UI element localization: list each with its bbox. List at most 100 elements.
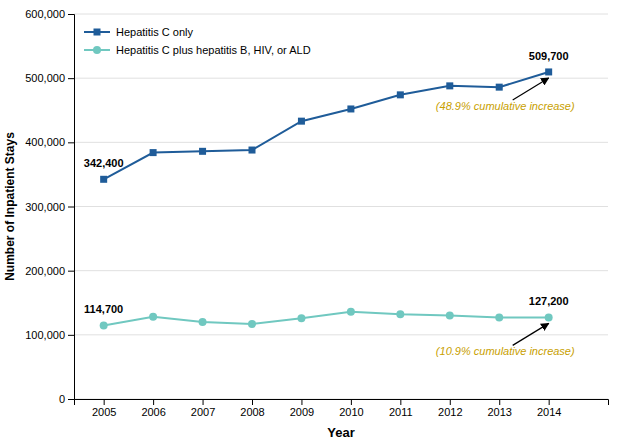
data-label: 114,700: [84, 303, 123, 315]
tick: 2007: [191, 399, 215, 418]
tick-label: 600,000: [25, 8, 65, 20]
annotations: (48.9% cumulative increase) (10.9% cumula…: [436, 78, 575, 357]
y-axis-title: Number of Inpatient Stays: [3, 132, 17, 281]
grid-line: [74, 206, 608, 207]
point: [446, 82, 453, 89]
tick-mark: [301, 399, 302, 405]
tick-label: 2007: [191, 406, 215, 418]
tick: 200,000: [25, 265, 74, 277]
legend-marker: [93, 46, 101, 54]
tick: 600,000: [25, 8, 74, 20]
tick-mark: [153, 399, 154, 405]
tick-mark: [68, 207, 74, 208]
data-label: 509,700: [529, 50, 569, 62]
legend-item: Hepatitis C plus hepatitis B, HIV, or AL…: [84, 44, 311, 56]
tick-mark: [104, 399, 105, 405]
tick: 2008: [240, 399, 264, 418]
tick-label: 500,000: [25, 72, 65, 84]
axis-line: [75, 400, 609, 406]
tick-mark: [68, 335, 74, 336]
legend-item: Hepatitis C only: [84, 26, 194, 38]
tick-mark: [203, 399, 204, 405]
point: [100, 321, 108, 329]
point: [199, 148, 206, 155]
y-axis: 0 100,000 200,000 300,000 400,000 500,000 600,…: [25, 8, 74, 405]
tick-mark: [68, 399, 74, 400]
data-label: 342,400: [84, 157, 124, 169]
tick-mark: [68, 271, 74, 272]
point: [249, 147, 256, 154]
grid-line: [74, 334, 608, 335]
legend-marker: [94, 29, 101, 36]
tick-mark: [400, 399, 401, 405]
tick-label: 2012: [438, 406, 462, 418]
plot: 2005 2006 2007 2008 2009 2010 2011 2012 2013 2014…: [3, 8, 609, 440]
tick: 0: [59, 393, 74, 405]
tick: 300,000: [25, 201, 74, 213]
tick-mark: [499, 399, 500, 405]
tick-label: 2011: [389, 406, 413, 418]
tick-label: 2013: [487, 406, 511, 418]
tick-label: 0: [59, 393, 65, 405]
point: [150, 149, 157, 156]
grid-line: [74, 142, 608, 143]
tick: 2010: [339, 399, 363, 418]
x-axis: 2005 2006 2007 2008 2009 2010 2011 2012 2013 2014: [75, 399, 609, 418]
grid: [74, 14, 608, 399]
tick-mark: [450, 399, 451, 405]
tick: 2009: [290, 399, 314, 418]
point: [248, 320, 256, 328]
tick: 400,000: [25, 136, 74, 148]
tick-mark: [68, 78, 74, 79]
tick-mark: [549, 399, 550, 405]
tick-mark: [351, 399, 352, 405]
tick-label: 2014: [537, 406, 561, 418]
tick-mark: [68, 14, 74, 15]
legend: Hepatitis C only Hepatitis C plus hepatit…: [84, 26, 311, 56]
tick: 2005: [92, 399, 116, 418]
data-labels: 342,400 509,700 114,700 127,200: [84, 50, 569, 315]
tick-label: 100,000: [25, 329, 65, 341]
tick: 2011: [389, 399, 413, 418]
point: [100, 176, 107, 183]
point: [347, 105, 354, 112]
x-axis-title: Year: [327, 425, 354, 440]
annotation-arrow: [513, 323, 549, 345]
point: [149, 313, 157, 321]
tick-label: 200,000: [25, 265, 65, 277]
tick: 2006: [141, 399, 165, 418]
point: [298, 118, 305, 125]
chart: 2005 2006 2007 2008 2009 2010 2011 2012 2013 2014…: [0, 0, 624, 445]
grid-line: [74, 270, 608, 271]
tick: 2014: [537, 399, 561, 418]
tick-mark: [68, 142, 74, 143]
point: [347, 308, 355, 316]
legend-label: Hepatitis C plus hepatitis B, HIV, or AL…: [116, 44, 311, 56]
tick-label: 2008: [240, 406, 264, 418]
tick: 100,000: [25, 329, 74, 341]
tick: 2012: [438, 399, 462, 418]
axis-line: [68, 15, 75, 400]
tick-label: 300,000: [25, 201, 65, 213]
tick-label: 2006: [141, 406, 165, 418]
annotation-text: (10.9% cumulative increase): [436, 345, 575, 357]
series-line: [104, 312, 549, 326]
point: [199, 318, 207, 326]
point: [297, 314, 305, 322]
point: [397, 91, 404, 98]
data-label: 127,200: [529, 295, 569, 307]
annotation-arrow: [513, 78, 549, 100]
annotation-text: (48.9% cumulative increase): [436, 100, 575, 112]
tick-label: 2005: [92, 406, 116, 418]
point: [545, 313, 553, 321]
point: [495, 314, 503, 322]
tick-label: 2009: [290, 406, 314, 418]
tick: 2013: [487, 399, 511, 418]
point: [446, 312, 454, 320]
point: [496, 84, 503, 91]
series-line: [104, 72, 549, 179]
tick-mark: [252, 399, 253, 405]
tick-label: 400,000: [25, 136, 65, 148]
tick: 500,000: [25, 72, 74, 84]
point: [545, 68, 552, 75]
